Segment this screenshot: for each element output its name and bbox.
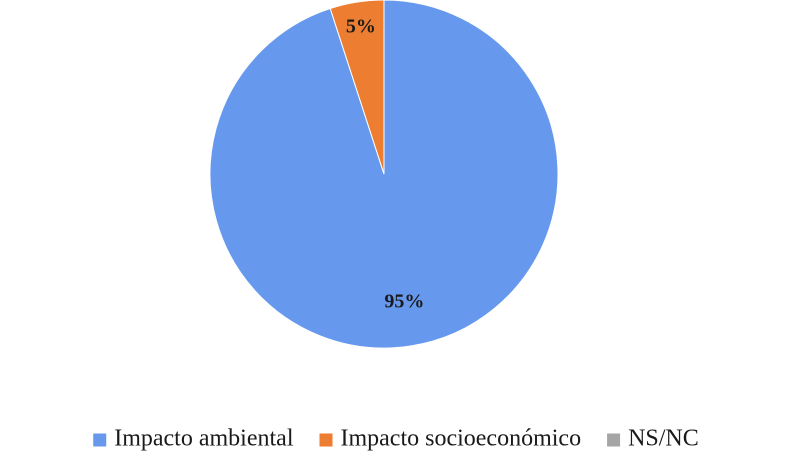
legend-swatch-ns-nc (607, 433, 621, 447)
legend-swatch-impacto-socioeconomico (319, 433, 333, 447)
legend-item-impacto-socioeconomico: Impacto socioeconómico (319, 426, 581, 452)
data-label-impacto-ambiental: 95% (384, 290, 424, 312)
legend-item-impacto-ambiental: Impacto ambiental (93, 426, 294, 452)
legend-swatch-impacto-ambiental (93, 433, 107, 447)
legend-label-ns-nc: NS/NC (628, 426, 699, 452)
slice-impacto-socioeconomico (329, 0, 385, 175)
legend: Impacto ambiental Impacto socioeconómico N… (93, 426, 699, 452)
legend-label-impacto-socioeconomico: Impacto socioeconómico (340, 426, 581, 452)
pie-slices (209, 0, 559, 349)
legend-item-ns-nc: NS/NC (607, 426, 699, 452)
data-label-impacto-socioeconomico: 5% (346, 16, 376, 38)
legend-label-impacto-ambiental: Impacto ambiental (114, 426, 294, 452)
pie-data-labels: 95% 5% (346, 16, 425, 313)
